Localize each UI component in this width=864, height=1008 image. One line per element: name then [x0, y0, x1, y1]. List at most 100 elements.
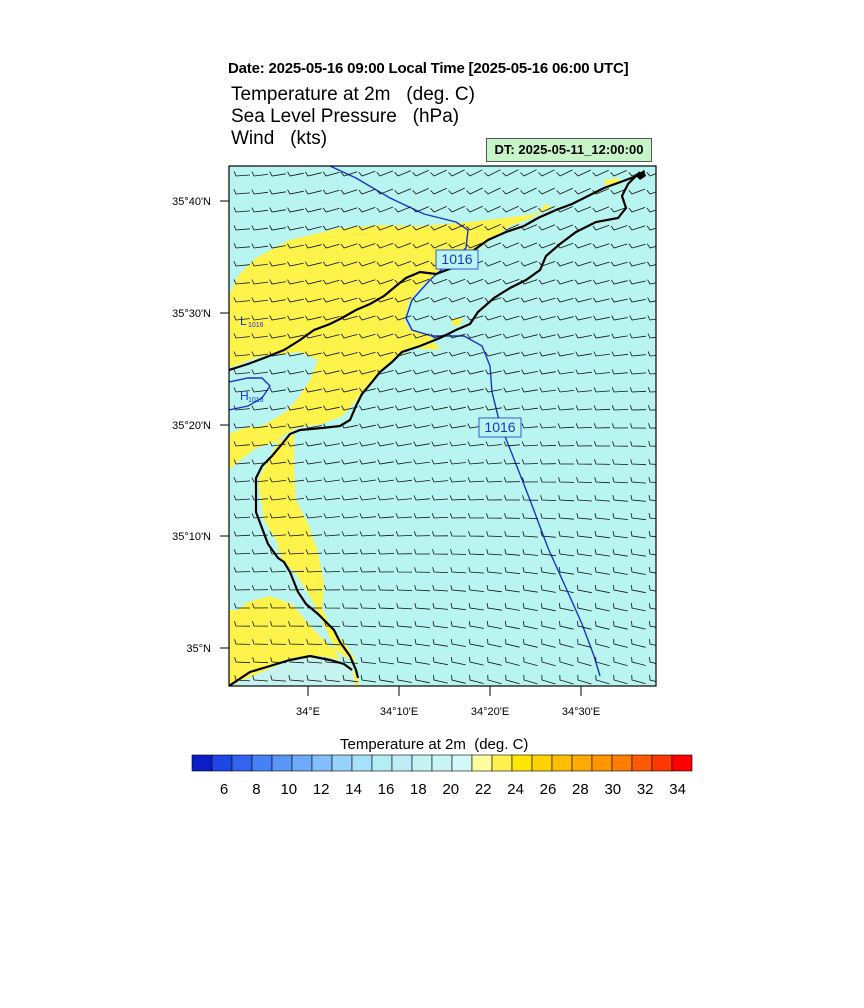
wind-barb	[304, 207, 322, 213]
wind-barb	[430, 315, 448, 321]
wind-barb	[233, 333, 250, 339]
wind-barb	[577, 674, 592, 685]
wind-barb	[487, 656, 502, 666]
wind-barb	[251, 351, 268, 357]
wind-barb	[324, 657, 341, 664]
wind-barb	[287, 405, 304, 411]
wind-barb	[556, 279, 574, 285]
wind-barb	[305, 549, 323, 555]
wind-barb	[611, 297, 628, 303]
wind-barb	[467, 441, 484, 447]
wind-barb	[287, 243, 304, 249]
wind-barb	[233, 549, 251, 555]
wind-barb	[485, 441, 502, 447]
wind-barb	[520, 205, 537, 213]
wind-barb	[502, 315, 520, 321]
wind-barb	[466, 224, 483, 231]
wind-barb	[610, 243, 628, 249]
wind-barb	[538, 187, 555, 195]
wind-barb	[467, 495, 485, 501]
wind-barb	[646, 225, 656, 231]
wind-barb	[359, 531, 377, 537]
wind-barb	[539, 441, 557, 447]
wind-barb	[251, 495, 268, 501]
wind-barb	[377, 549, 395, 555]
wind-barb	[630, 584, 646, 594]
colorbar-tick-label: 32	[637, 781, 654, 798]
wind-barb	[521, 423, 538, 429]
colorbar-box	[351, 754, 373, 772]
wind-barb	[413, 423, 430, 429]
wind-barb	[233, 207, 251, 213]
wind-barb	[306, 675, 322, 682]
wind-barb	[558, 585, 574, 593]
wind-barb	[288, 657, 305, 664]
wind-barb	[539, 369, 556, 375]
wind-barb	[648, 549, 656, 556]
wind-barb	[592, 224, 610, 231]
wind-barb	[467, 405, 484, 411]
wind-barb	[612, 549, 628, 557]
wind-barb	[415, 674, 430, 684]
colorbar-box	[291, 754, 313, 772]
wind-barb	[413, 441, 430, 447]
wind-barb	[305, 459, 322, 465]
wind-barb	[269, 585, 287, 591]
wind-barb	[448, 224, 466, 231]
wind-barb	[610, 206, 628, 213]
wind-barb	[576, 477, 593, 483]
wind-barb	[358, 369, 376, 375]
wind-barb	[574, 261, 592, 267]
wind-barb	[449, 405, 466, 411]
wind-barb	[646, 243, 656, 249]
wind-barb	[594, 513, 610, 520]
wind-barb	[647, 279, 656, 285]
wind-barb	[611, 351, 628, 357]
wind-barb	[251, 333, 268, 339]
wind-barb	[251, 387, 268, 393]
warm-temperature-region	[229, 204, 552, 686]
wind-barb	[610, 188, 628, 195]
wind-barb	[574, 297, 592, 303]
wind-barb	[594, 495, 611, 502]
wind-barb	[484, 351, 502, 357]
wind-barb	[520, 242, 538, 249]
wind-barb	[412, 297, 430, 303]
wind-barb	[613, 638, 628, 648]
wind-barb	[593, 315, 610, 321]
wind-barb	[595, 620, 610, 630]
colorbar-box	[411, 754, 433, 772]
wind-barb	[412, 188, 429, 195]
wind-barb	[538, 315, 556, 321]
wind-barb	[541, 602, 556, 612]
wind-barb	[612, 459, 629, 465]
wind-barb	[576, 567, 592, 575]
wind-barb	[287, 387, 304, 393]
wind-barb	[431, 459, 448, 465]
land-south	[229, 656, 356, 686]
wind-barb	[287, 351, 304, 357]
wind-barb	[430, 297, 448, 303]
wind-barb	[252, 639, 269, 645]
wind-barb	[287, 333, 304, 339]
wind-barb	[647, 261, 656, 267]
svg-text:L: L	[240, 314, 247, 328]
wind-barb	[251, 459, 268, 465]
wind-barb	[340, 171, 358, 177]
wind-barb	[648, 531, 656, 538]
wind-barb	[358, 315, 376, 321]
wind-barb	[504, 549, 520, 556]
high-pressure-center: H 1016	[240, 389, 264, 404]
wind-barb	[503, 441, 520, 447]
colorbar-tick-label: 34	[669, 781, 686, 798]
wind-barb	[630, 477, 647, 484]
wind-barb	[359, 567, 377, 573]
wind-barb	[558, 513, 575, 520]
wind-barb	[359, 405, 376, 411]
wind-barb	[557, 369, 574, 375]
wind-barb	[630, 423, 647, 429]
wind-barb	[394, 333, 412, 339]
wind-barb	[377, 405, 394, 411]
wind-barb	[431, 441, 448, 447]
wind-barb	[377, 531, 395, 537]
